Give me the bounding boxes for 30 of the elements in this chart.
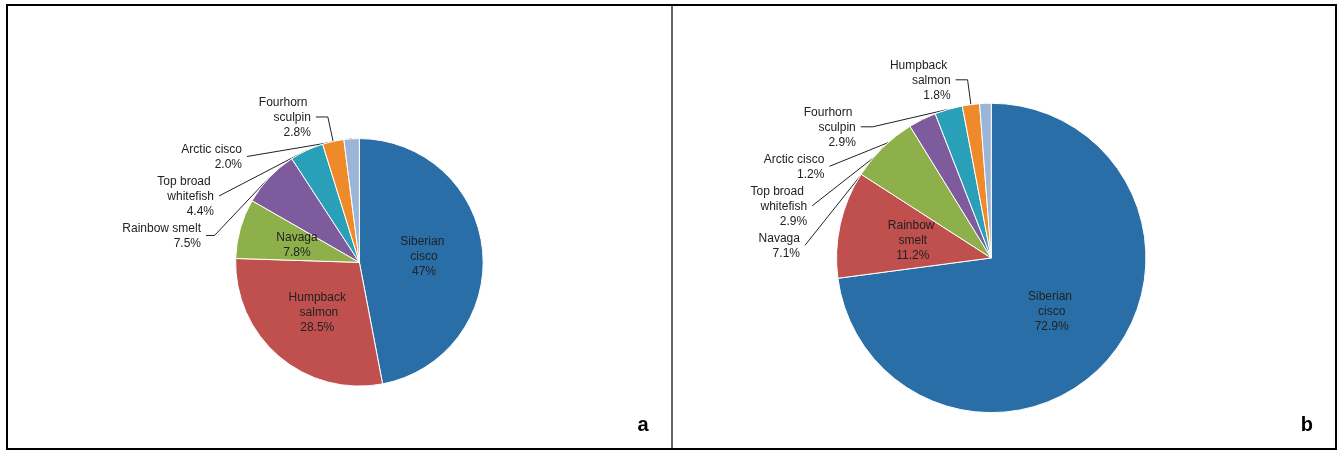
data-label: 2.9% xyxy=(779,213,808,228)
data-label: 47% xyxy=(411,264,437,279)
slice-label: Top broad whitefish xyxy=(749,183,807,213)
data-label: 11.2% xyxy=(895,248,930,263)
text: b xyxy=(1300,413,1313,436)
data-label: 28.5% xyxy=(300,319,335,334)
slice-label: Siberian cisco xyxy=(1027,288,1075,318)
slice-label: Rainbow smelt xyxy=(887,218,938,248)
slice-label: Humpback salmon xyxy=(889,57,951,87)
data-label: 7.1% xyxy=(772,245,800,260)
slice-label: Siberian cisco xyxy=(400,234,448,264)
data-label: 7.8% xyxy=(283,245,311,260)
data-label: 2.8% xyxy=(283,124,312,139)
data-label: 7.5% xyxy=(173,235,202,250)
data-label: 2.0% xyxy=(214,156,243,171)
slice-label: Navaga xyxy=(758,230,800,245)
slice-label: Fourhorn sculpin xyxy=(803,104,856,134)
data-label: 1.2% xyxy=(796,166,825,181)
slice-label: Rainbow smelt xyxy=(122,220,202,235)
slice-label: Navaga xyxy=(276,230,318,245)
slice-label: Arctic cisco xyxy=(181,141,243,156)
slice-label: Fourhorn sculpin xyxy=(258,94,311,124)
slice-label: Arctic cisco xyxy=(763,151,825,166)
data-label: 2.9% xyxy=(827,134,856,149)
data-label: 4.4% xyxy=(186,203,215,218)
slice-label: Humpback salmon xyxy=(288,289,347,319)
text: a xyxy=(637,413,649,436)
data-label: 72.9% xyxy=(1034,318,1069,333)
data-label: 1.8% xyxy=(922,87,951,102)
slice-label: Top broad whitefish xyxy=(157,173,214,203)
